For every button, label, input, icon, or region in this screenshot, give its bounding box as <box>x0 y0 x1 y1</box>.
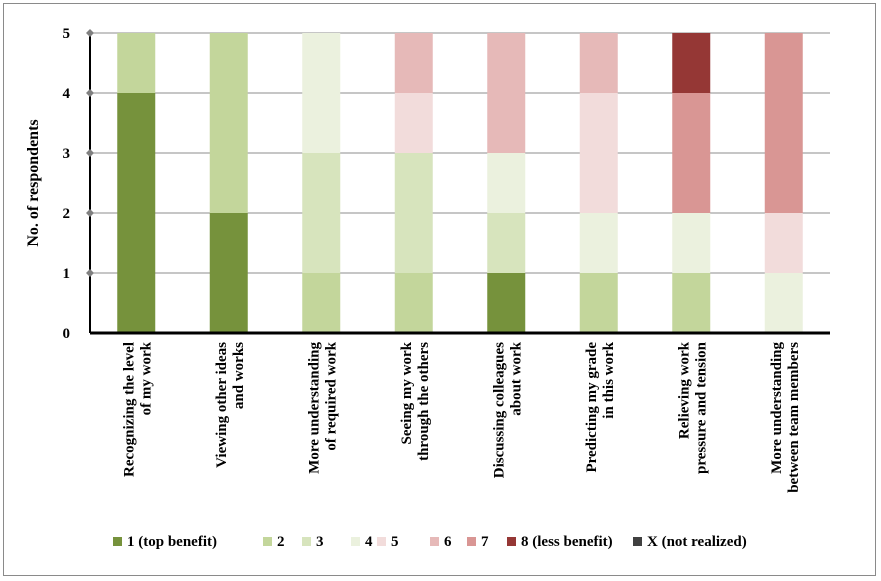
bar-segment <box>672 93 711 213</box>
category-label-line: More understanding <box>769 342 785 474</box>
y-tick-label: 5 <box>63 26 71 42</box>
y-tick-label: 0 <box>63 326 71 342</box>
bar-segment <box>579 213 618 273</box>
bar-segment <box>764 33 803 213</box>
category-label-line: Relieving work <box>676 341 692 439</box>
bar-segment <box>394 33 433 93</box>
legend-swatch <box>507 537 516 546</box>
bar-segment <box>302 273 341 333</box>
category-label-line: Predicting my grade <box>584 342 600 473</box>
y-axis-title: No. of respondents <box>25 119 42 246</box>
category-label-line: about work <box>508 341 524 415</box>
bar-segment <box>672 273 711 333</box>
bar-segment <box>394 93 433 153</box>
legend-swatch <box>113 537 122 546</box>
legend-label: 2 <box>277 534 285 550</box>
bar-segment <box>117 33 156 93</box>
legend-swatch <box>467 537 476 546</box>
bar-segment <box>209 33 248 213</box>
bar-segment <box>764 213 803 273</box>
legend-swatch <box>633 537 642 546</box>
category-label: More understandingof required work <box>306 341 339 473</box>
category-label-line: Recognizing the level <box>121 342 137 477</box>
bar-segment <box>579 33 618 93</box>
category-label-line: and works <box>231 342 247 409</box>
y-tick-label: 1 <box>63 266 71 282</box>
y-tick-label: 3 <box>63 146 71 162</box>
y-tick-label: 2 <box>63 206 71 222</box>
bar-segment <box>302 153 341 273</box>
category-label: More understandingbetween team members <box>769 342 802 493</box>
bar-segment <box>487 213 526 273</box>
bar-segment <box>302 33 341 153</box>
legend-label: 6 <box>444 534 452 550</box>
legend-label: X (not realized) <box>647 534 747 550</box>
category-label: Predicting my gradein this work <box>584 341 617 472</box>
bar-segment <box>764 273 803 333</box>
legend-label: 3 <box>316 534 324 550</box>
legend-label: 7 <box>481 534 489 550</box>
legend-label: 8 (less benefit) <box>521 534 613 550</box>
bar-segment <box>209 213 248 333</box>
bar-segment <box>672 33 711 93</box>
bar-segment <box>487 33 526 153</box>
y-tick-marker <box>86 149 94 157</box>
category-label-line: Discussing colleagues <box>491 342 507 478</box>
bar-segment <box>672 213 711 273</box>
legend-swatch <box>351 537 360 546</box>
category-label-line: through the others <box>416 342 432 461</box>
category-label-line: in this work <box>601 341 617 418</box>
category-label-line: Seeing my work <box>399 341 415 444</box>
bar-segment <box>394 153 433 273</box>
y-tick-marker <box>86 269 94 277</box>
bar-segment <box>487 153 526 213</box>
legend-label: 4 <box>365 534 373 550</box>
y-tick-marker <box>86 89 94 97</box>
y-tick-label: 4 <box>63 86 71 102</box>
legend-label: 1 (top benefit) <box>127 534 217 550</box>
category-label: Viewing other ideasand works <box>214 342 247 468</box>
legend-swatch <box>263 537 272 546</box>
category-label: Recognizing the levelof my work <box>121 341 154 477</box>
bar-segment <box>394 273 433 333</box>
legend-swatch <box>377 537 386 546</box>
category-label-line: Viewing other ideas <box>214 342 230 468</box>
category-label-line: More understanding <box>306 342 322 474</box>
bar-segment <box>579 93 618 213</box>
y-tick-marker <box>86 209 94 217</box>
category-label-line: of required work <box>323 341 339 450</box>
category-label: Relieving workpressure and tension <box>676 341 709 474</box>
legend-label: 5 <box>391 534 399 550</box>
bar-segment <box>117 93 156 333</box>
category-label: Seeing my workthrough the others <box>399 341 432 461</box>
category-label: Discussing colleaguesabout work <box>491 341 524 478</box>
category-label-line: between team members <box>786 342 802 493</box>
y-tick-marker <box>86 29 94 37</box>
category-label-line: of my work <box>138 341 154 415</box>
legend-swatch <box>302 537 311 546</box>
bar-segment <box>487 273 526 333</box>
bar-segment <box>579 273 618 333</box>
legend-swatch <box>430 537 439 546</box>
category-label-line: pressure and tension <box>693 341 709 474</box>
